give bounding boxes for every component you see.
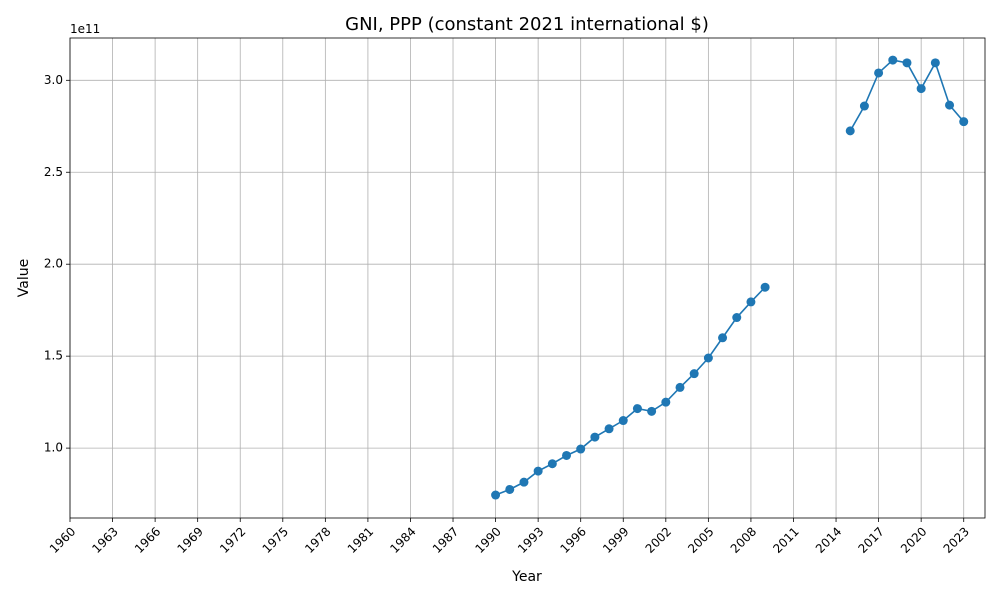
y-tick-label: 2.0 (44, 257, 63, 271)
data-point (959, 117, 969, 127)
data-point (604, 424, 614, 434)
y-axis-offset-text: 1e11 (70, 22, 100, 36)
data-point (618, 416, 628, 426)
data-point (930, 58, 940, 68)
x-tick-label: 1993 (515, 524, 546, 555)
x-tick-label: 2023 (941, 524, 972, 555)
x-tick-label: 2008 (728, 524, 759, 555)
data-point (576, 444, 586, 454)
data-point (547, 459, 557, 469)
x-axis-label: Year (511, 569, 542, 585)
x-tick-label: 2002 (643, 524, 674, 555)
data-point (533, 466, 543, 476)
x-tick-label: 2011 (770, 524, 801, 555)
data-point (505, 484, 515, 494)
y-tick-label: 2.5 (44, 165, 63, 179)
data-point (746, 297, 756, 307)
x-tick-label: 1969 (175, 524, 206, 555)
x-tick-label: 1987 (430, 524, 461, 555)
y-tick-label: 1.0 (44, 441, 63, 455)
data-point (491, 490, 501, 500)
x-tick-label: 1963 (89, 524, 120, 555)
data-point (845, 126, 855, 136)
x-tick-label: 1990 (472, 524, 503, 555)
series-line-segment (495, 286, 766, 496)
plot-area-frame (69, 37, 986, 519)
data-point (632, 404, 642, 414)
x-tick-label: 1999 (600, 524, 631, 555)
data-point (519, 477, 529, 487)
x-tick-label: 1984 (387, 524, 418, 555)
x-tick-label: 1960 (47, 524, 78, 555)
x-tick-label: 1966 (132, 524, 163, 555)
data-point (760, 282, 770, 292)
grid (69, 38, 985, 518)
x-tick-label: 1972 (217, 524, 248, 555)
data-point (689, 369, 699, 379)
x-tick-label: 2020 (898, 524, 929, 555)
y-axis-ticks: 1.0 1.5 2.0 2.5 3.0 (44, 73, 70, 455)
data-point (718, 333, 728, 343)
x-axis-ticks: 1960 1963 1966 1969 1972 1975 1978 1981 1984 1987… (47, 518, 972, 556)
data-point (945, 100, 955, 110)
x-tick-label: 2014 (813, 524, 844, 555)
series-line-segment (849, 59, 965, 132)
x-tick-label: 1996 (558, 524, 589, 555)
data-point (562, 450, 572, 460)
x-tick-label: 1981 (345, 524, 376, 555)
data-point (647, 406, 657, 416)
data-point (916, 84, 926, 94)
data-point (675, 382, 685, 392)
y-axis-label: Value (16, 259, 32, 297)
chart-title: GNI, PPP (constant 2021 international $) (345, 14, 709, 35)
y-tick-label: 3.0 (44, 73, 63, 87)
data-point (661, 397, 671, 407)
data-point (902, 58, 912, 68)
x-tick-label: 1975 (260, 524, 291, 555)
data-point (732, 313, 742, 323)
x-tick-label: 2017 (855, 524, 886, 555)
x-tick-label: 2005 (685, 524, 716, 555)
data-point (874, 68, 884, 78)
data-point (590, 432, 600, 442)
series (491, 55, 969, 500)
x-tick-label: 1978 (302, 524, 333, 555)
data-point (859, 101, 869, 111)
data-point (703, 353, 713, 363)
y-tick-label: 1.5 (44, 349, 63, 363)
data-point (888, 55, 898, 65)
